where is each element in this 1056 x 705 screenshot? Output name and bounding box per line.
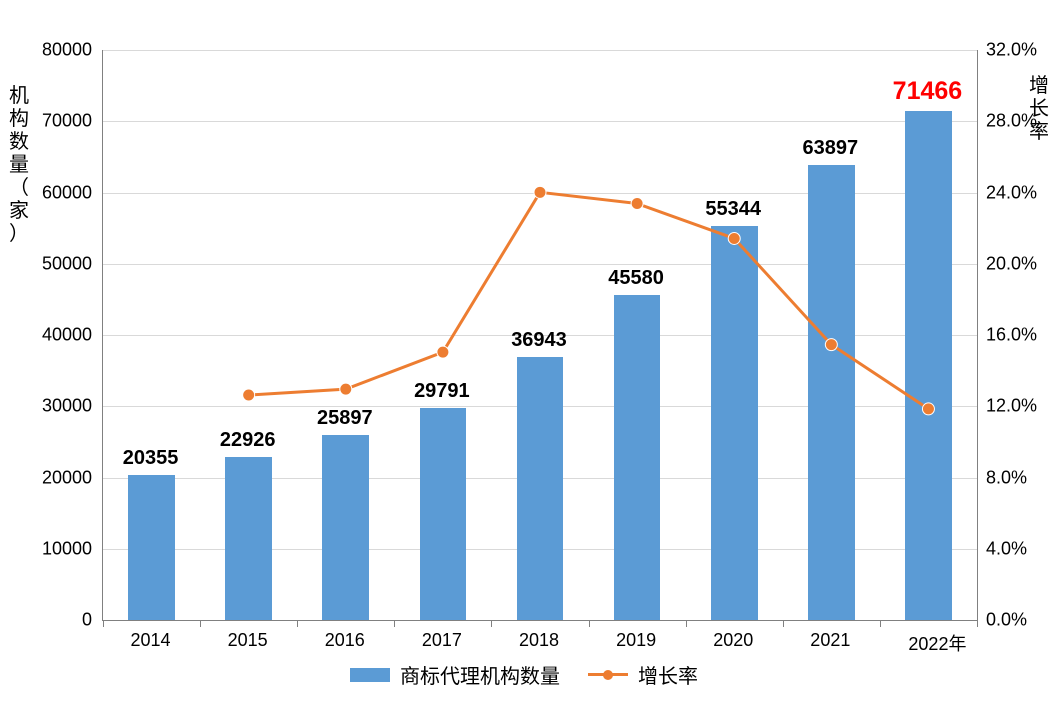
x-tick-label: 2014 (131, 630, 171, 651)
y-right-tick: 16.0% (986, 325, 1037, 346)
y-right-tick: 24.0% (986, 182, 1037, 203)
legend-swatch-line (588, 673, 628, 676)
x-tick-mark (103, 620, 104, 627)
growth-marker (631, 198, 643, 210)
y-left-tick: 60000 (0, 182, 92, 203)
y-right-tick: 32.0% (986, 40, 1037, 61)
y-right-tick: 20.0% (986, 253, 1037, 274)
legend-label: 增长率 (638, 660, 698, 689)
x-tick-mark (491, 620, 492, 627)
legend-item: 商标代理机构数量 (350, 660, 560, 689)
x-tick-mark (686, 620, 687, 627)
x-tick-label: 2021 (810, 630, 850, 651)
bar-value-label: 63897 (803, 137, 859, 160)
y-left-tick: 0 (0, 610, 92, 631)
growth-marker (534, 186, 546, 198)
y-left-tick: 50000 (0, 253, 92, 274)
growth-marker (728, 232, 740, 244)
growth-polyline (249, 192, 929, 409)
growth-marker (922, 403, 934, 415)
x-tick-mark (880, 620, 881, 627)
x-tick-mark (589, 620, 590, 627)
y-left-tick: 20000 (0, 467, 92, 488)
y-left-tick: 70000 (0, 111, 92, 132)
x-tick-label: 2022年 (908, 630, 966, 656)
y-right-tick: 0.0% (986, 610, 1027, 631)
growth-marker (340, 383, 352, 395)
y-right-tick: 12.0% (986, 396, 1037, 417)
y-right-tick: 4.0% (986, 538, 1027, 559)
legend-swatch-bar (350, 668, 390, 682)
x-tick-label: 2018 (519, 630, 559, 651)
bar-value-label: 36943 (511, 329, 567, 352)
y-left-title: 机构数量（家） (8, 85, 30, 246)
bar-value-label: 55344 (705, 198, 761, 221)
legend-item: 增长率 (588, 660, 698, 689)
x-tick-label: 2016 (325, 630, 365, 651)
y-right-title: 增长率 (1028, 75, 1050, 144)
bar-value-label: 45580 (608, 267, 664, 290)
growth-marker (825, 339, 837, 351)
bar-line-chart: 机构数量（家） 增长率 商标代理机构数量 增长率 0 0.0% 10000 4.0% 20… (0, 0, 1056, 705)
x-tick-mark (297, 620, 298, 627)
x-tick-mark (394, 620, 395, 627)
legend-line-marker (603, 670, 613, 680)
x-tick-mark (977, 620, 978, 627)
bar-value-label: 29791 (414, 380, 470, 403)
bar-value-label: 20355 (123, 447, 179, 470)
y-left-tick: 30000 (0, 396, 92, 417)
y-right-tick: 28.0% (986, 111, 1037, 132)
y-left-tick: 80000 (0, 40, 92, 61)
x-tick-label: 2017 (422, 630, 462, 651)
bar-value-label: 22926 (220, 429, 276, 452)
x-tick-mark (200, 620, 201, 627)
growth-marker (243, 389, 255, 401)
bar-value-highlight: 71466 (893, 77, 963, 106)
growth-marker (437, 346, 449, 358)
bar-value-label: 25897 (317, 407, 373, 430)
x-tick-mark (783, 620, 784, 627)
x-tick-label: 2020 (713, 630, 753, 651)
x-tick-label: 2015 (228, 630, 268, 651)
y-right-tick: 8.0% (986, 467, 1027, 488)
legend: 商标代理机构数量 增长率 (350, 660, 698, 689)
y-left-tick: 40000 (0, 325, 92, 346)
y-left-tick: 10000 (0, 538, 92, 559)
legend-label: 商标代理机构数量 (400, 660, 560, 689)
x-tick-label: 2019 (616, 630, 656, 651)
